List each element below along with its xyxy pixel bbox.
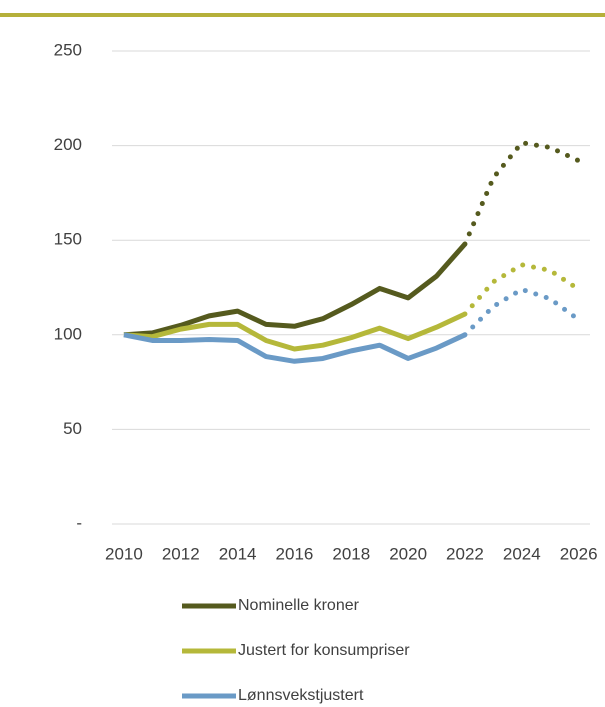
x-tick-label: 2012 [162,544,200,563]
y-tick-label: 50 [63,419,82,438]
x-tick-label: 2014 [219,544,257,563]
y-tick-label: 250 [54,40,82,59]
y-tick-label: 200 [54,135,82,154]
x-tick-label: 2022 [446,544,484,563]
series-line [123,242,467,338]
y-tick-label: 150 [54,230,82,249]
y-tick-label: - [76,513,82,532]
x-tick-label: 2026 [560,544,598,563]
series-line [123,332,467,364]
projection-line [462,286,582,338]
legend-label: Nominelle kroner [238,597,360,614]
series-line [123,311,467,352]
x-tick-label: 2020 [389,544,427,563]
x-tick-label: 2018 [332,544,370,563]
projection-line [462,140,582,247]
y-tick-label: 100 [54,324,82,343]
x-tick-label: 2024 [503,544,541,563]
legend-label: Justert for konsumpriser [238,642,410,659]
x-tick-label: 2010 [105,544,143,563]
projection-line [462,262,582,317]
x-tick-label: 2016 [276,544,314,563]
legend-label: Lønnsvekstjustert [238,687,364,704]
